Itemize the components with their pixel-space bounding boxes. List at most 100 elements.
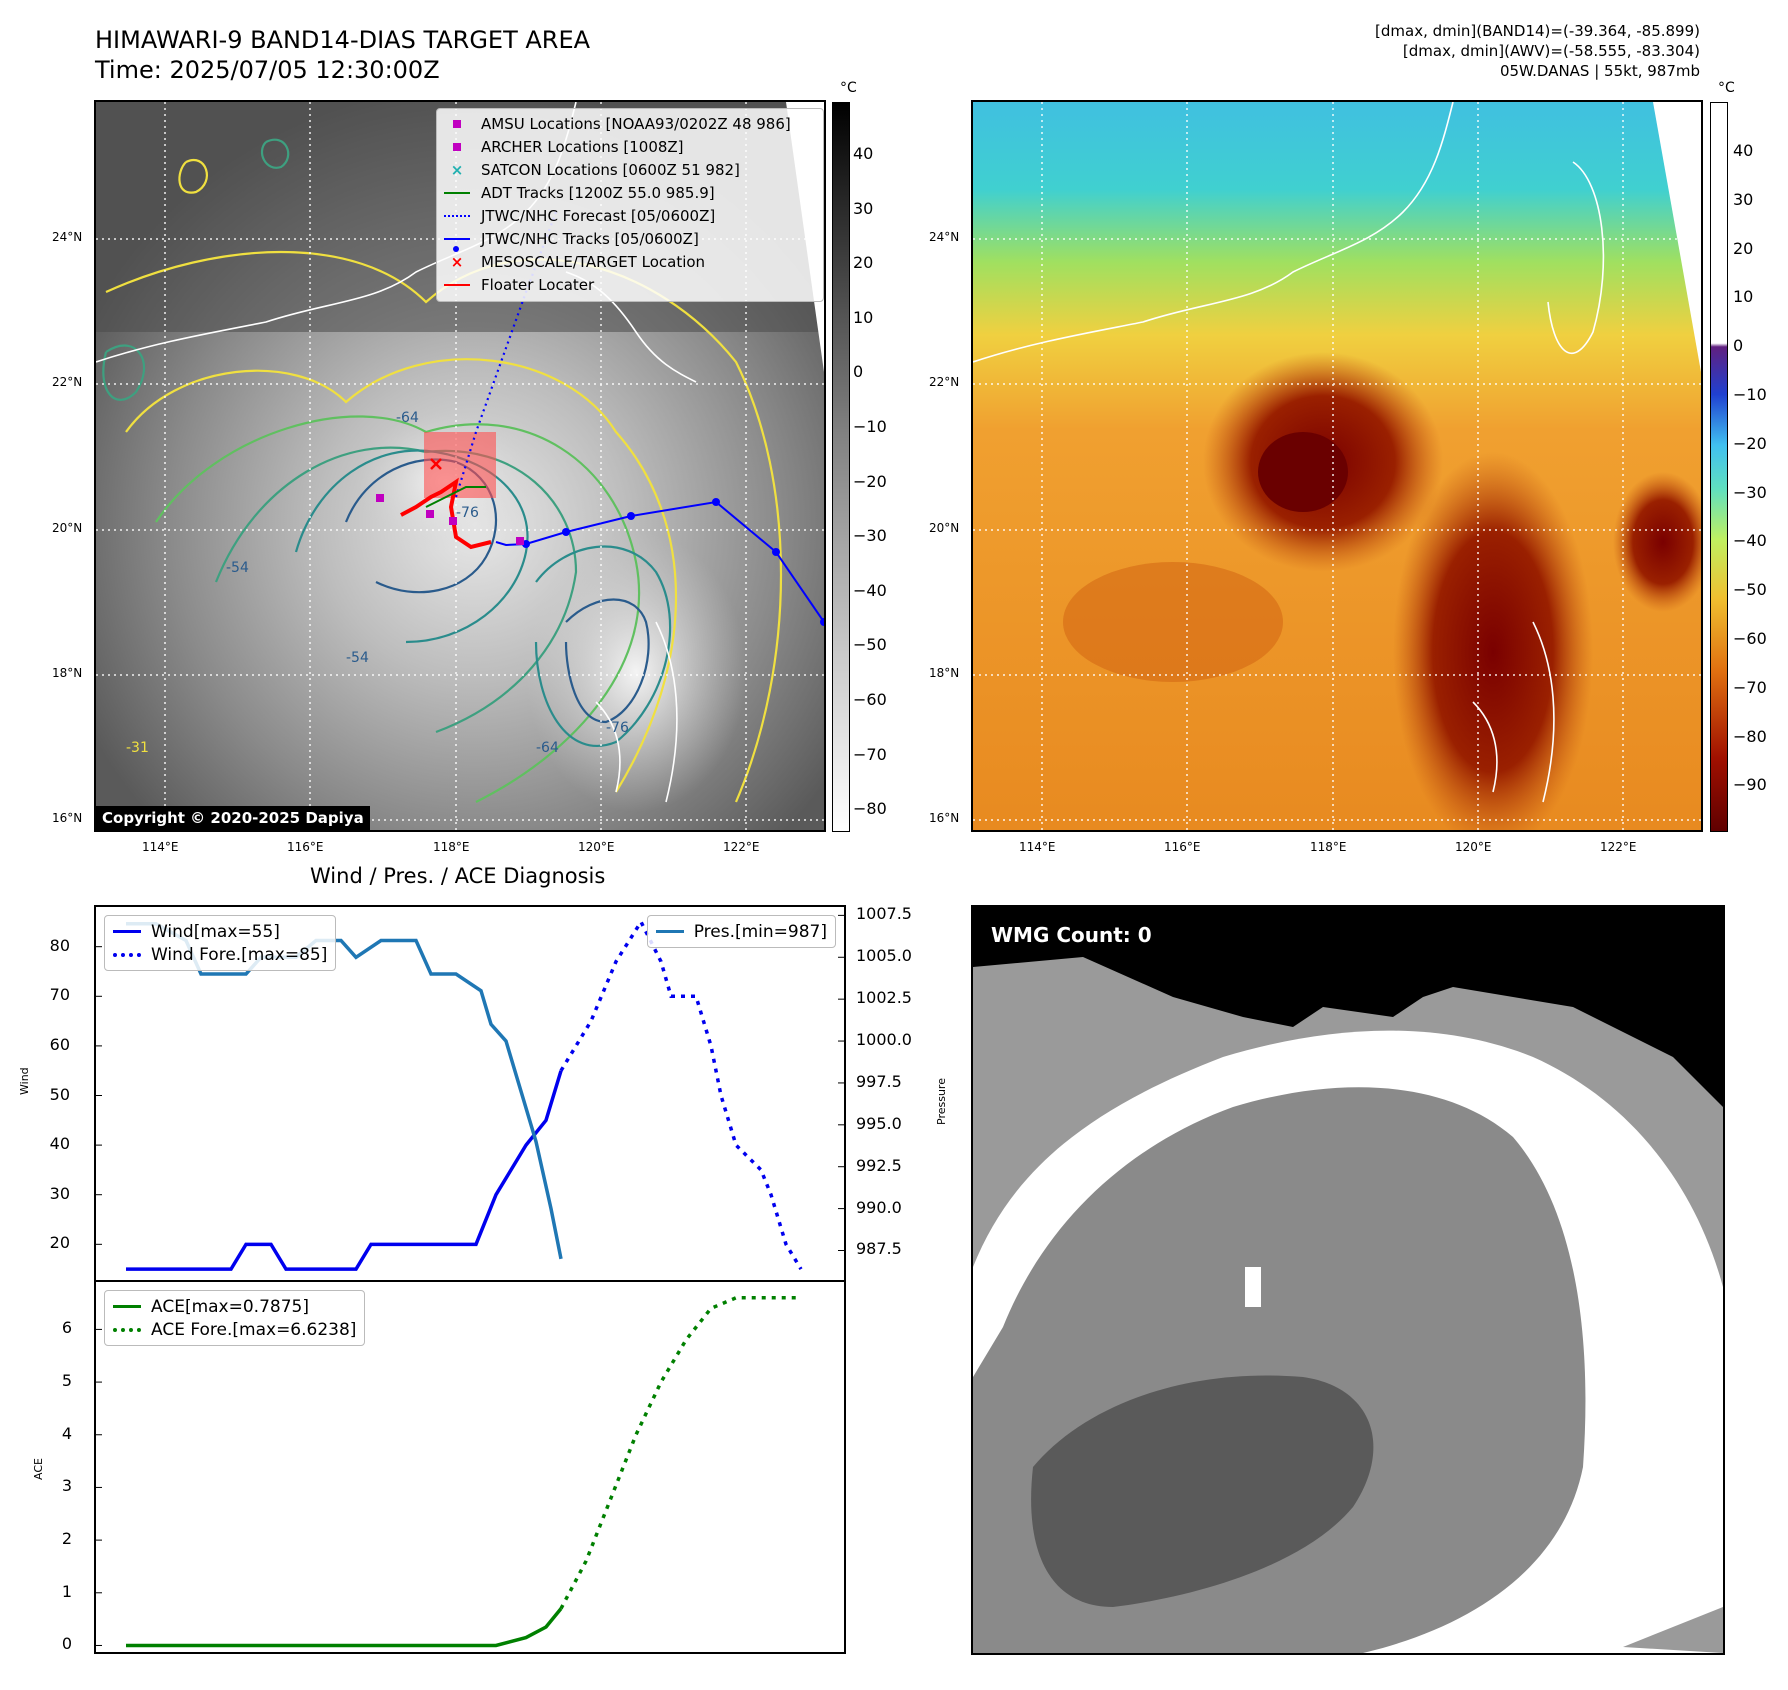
colorbar1-tick: −40 bbox=[853, 580, 887, 600]
lon-tick: 116°E bbox=[1164, 840, 1201, 854]
wind-pressure-chart: Wind[max=55] Wind Fore.[max=85] Pres.[mi… bbox=[94, 905, 846, 1282]
lat-tick: 22°N bbox=[929, 375, 960, 389]
colorbar2-tick: 30 bbox=[1733, 189, 1754, 209]
pressure-tick: 1002.5 bbox=[856, 988, 912, 1008]
pressure-tick: 997.5 bbox=[856, 1071, 902, 1091]
ir-map-panel: -64 -54 -76 -31 -64 -76 -54 AMSU Locatio… bbox=[94, 100, 826, 832]
contour-label: -31 bbox=[126, 740, 149, 756]
colorbar1-tick: −60 bbox=[853, 690, 887, 709]
wind-tick: 80 bbox=[49, 935, 70, 955]
lon-tick: 122°E bbox=[723, 840, 760, 854]
wind-tick: 20 bbox=[49, 1233, 70, 1253]
wind-tick: 60 bbox=[49, 1034, 70, 1054]
wmg-count-label: WMG Count: 0 bbox=[991, 923, 1152, 947]
lat-tick: 16°N bbox=[929, 811, 960, 825]
chart-time: Time: 2025/07/05 12:30:00Z bbox=[95, 56, 440, 84]
colorbar2-tick: −20 bbox=[1733, 433, 1767, 453]
wind-tick: 70 bbox=[49, 985, 70, 1005]
colorbar2-tick: −50 bbox=[1733, 580, 1767, 600]
ace-forecast-line bbox=[559, 1296, 796, 1610]
lon-tick: 114°E bbox=[142, 840, 179, 854]
lon-tick: 120°E bbox=[1455, 840, 1492, 854]
colorbar1-tick: −80 bbox=[853, 799, 887, 819]
colorbar1-tick: −30 bbox=[853, 526, 887, 546]
wind-tick: 40 bbox=[49, 1134, 70, 1154]
lon-tick: 116°E bbox=[287, 840, 324, 854]
colorbar2-tick: 10 bbox=[1733, 287, 1754, 307]
ace-svg bbox=[96, 1296, 796, 1648]
ace-tick: 1 bbox=[61, 1581, 72, 1601]
lon-tick: 118°E bbox=[433, 840, 470, 854]
ace-line bbox=[126, 1607, 563, 1648]
legend-item-amsu: AMSU Locations [NOAA93/0202Z 48 986] bbox=[443, 112, 817, 135]
copyright-label: Copyright © 2020-2025 Dapiya bbox=[96, 806, 370, 830]
diagnosis-title: Wind / Pres. / ACE Diagnosis bbox=[310, 864, 606, 888]
contour-label: -64 bbox=[396, 410, 419, 426]
stats-line-3: 05W.DANAS | 55kt, 987mb bbox=[1499, 62, 1700, 80]
wind-line bbox=[126, 1070, 563, 1271]
pressure-tick: 995.0 bbox=[856, 1113, 902, 1133]
colorbar2-tick: −70 bbox=[1733, 677, 1767, 697]
colorbar2-tick: −90 bbox=[1733, 775, 1767, 795]
colorbar1-tick: 0 bbox=[853, 362, 864, 382]
pressure-axis-label: Pressure bbox=[935, 1078, 948, 1125]
colorbar1-tick: 40 bbox=[853, 144, 874, 163]
ace-tick: 3 bbox=[61, 1476, 72, 1496]
contour-label: -54 bbox=[346, 650, 369, 666]
map-legend: AMSU Locations [NOAA93/0202Z 48 986] ARC… bbox=[436, 108, 824, 302]
pressure-tick: 990.0 bbox=[856, 1197, 902, 1217]
colorbar1-tick: −70 bbox=[853, 744, 887, 764]
pressure-line bbox=[126, 922, 563, 1260]
wind-tick: 50 bbox=[49, 1084, 70, 1104]
lon-tick: 114°E bbox=[1019, 840, 1056, 854]
ace-tick: 4 bbox=[61, 1423, 72, 1443]
pressure-tick: 992.5 bbox=[856, 1155, 902, 1175]
colorbar2-tick: −40 bbox=[1733, 531, 1767, 551]
lat-tick: 16°N bbox=[52, 811, 83, 825]
lat-tick: 22°N bbox=[52, 375, 83, 389]
lat-tick: 18°N bbox=[52, 666, 83, 680]
wmg-panel: WMG Count: 0 bbox=[971, 905, 1725, 1655]
stats-line-2: [dmax, dmin](AWV)=(-58.555, -83.304) bbox=[1402, 42, 1700, 60]
lat-tick: 24°N bbox=[52, 230, 83, 244]
legend-item-floater: Floater Locater bbox=[443, 273, 817, 296]
lat-tick: 20°N bbox=[929, 521, 960, 535]
pressure-legend: Pres.[min=987] bbox=[646, 915, 836, 948]
contour-label: -76 bbox=[606, 720, 629, 736]
pressure-tick: 1007.5 bbox=[856, 904, 912, 924]
legend-item-archer: ARCHER Locations [1008Z] bbox=[443, 135, 817, 158]
colorbar2-tick: 0 bbox=[1733, 336, 1744, 356]
colorbar2 bbox=[1710, 102, 1728, 832]
lat-tick: 24°N bbox=[929, 230, 960, 244]
ace-tick: 6 bbox=[61, 1318, 72, 1338]
colorbar2-unit: °C bbox=[1718, 80, 1735, 96]
wind-legend: Wind[max=55] Wind Fore.[max=85] bbox=[104, 915, 337, 971]
legend-item-tracks: JTWC/NHC Tracks [05/0600Z] bbox=[443, 227, 817, 252]
stats-line-1: [dmax, dmin](BAND14)=(-39.364, -85.899) bbox=[1375, 22, 1700, 40]
lon-tick: 118°E bbox=[1310, 840, 1347, 854]
colorbar2-tick: −80 bbox=[1733, 726, 1767, 746]
lon-tick: 120°E bbox=[578, 840, 615, 854]
wmg-svg bbox=[973, 907, 1723, 1653]
legend-item-adt: ADT Tracks [1200Z 55.0 985.9] bbox=[443, 181, 817, 204]
legend-item-satcon: × SATCON Locations [0600Z 51 982] bbox=[450, 160, 740, 179]
lat-tick: 18°N bbox=[929, 666, 960, 680]
colorbar2-tick: −10 bbox=[1733, 385, 1767, 404]
contour-label: -64 bbox=[536, 740, 559, 756]
colorbar1-tick: 10 bbox=[853, 307, 874, 327]
pressure-tick: 1000.0 bbox=[856, 1030, 912, 1050]
awv-map-panel bbox=[971, 100, 1703, 832]
colorbar1-unit: °C bbox=[840, 80, 857, 96]
lat-tick: 20°N bbox=[52, 521, 83, 535]
colorbar2-tick: 20 bbox=[1733, 238, 1754, 258]
contour-label: -54 bbox=[226, 560, 249, 576]
wind-pressure-svg bbox=[96, 914, 844, 1271]
jtwc-track bbox=[495, 500, 824, 623]
legend-item-target: × MESOSCALE/TARGET Location bbox=[450, 252, 706, 271]
wind-tick: 30 bbox=[49, 1183, 70, 1203]
colorbar2-tick: −60 bbox=[1733, 629, 1767, 648]
colorbar1-tick: 30 bbox=[853, 198, 874, 218]
colorbar1-tick: −10 bbox=[853, 417, 887, 436]
chart-title: HIMAWARI-9 BAND14-DIAS TARGET AREA bbox=[95, 26, 591, 54]
colorbar2-tick: −30 bbox=[1733, 482, 1767, 502]
